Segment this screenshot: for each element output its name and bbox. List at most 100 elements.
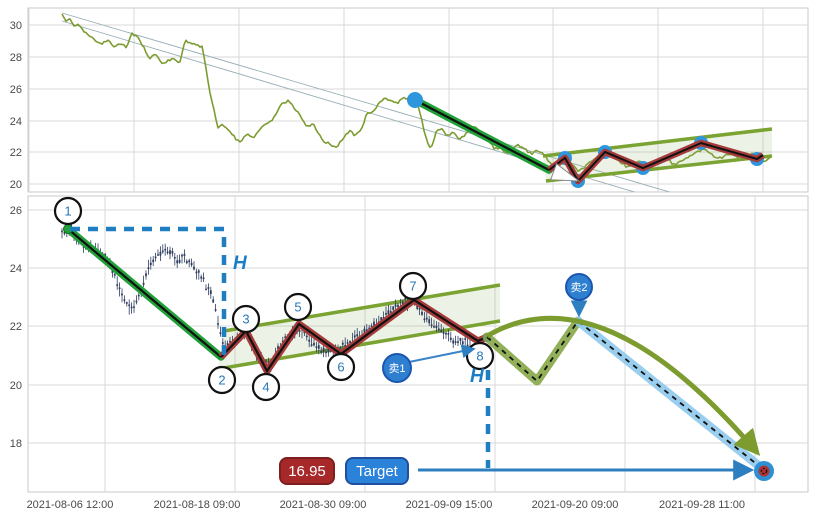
candle-body xyxy=(303,331,306,334)
candle-body xyxy=(166,251,169,254)
candle-body xyxy=(188,260,191,263)
candle-body xyxy=(181,254,183,257)
candle-body xyxy=(380,317,383,321)
candle-body xyxy=(387,310,390,315)
candle-body xyxy=(128,304,131,307)
candle-body xyxy=(317,345,320,349)
wave-circle-1 xyxy=(53,196,83,226)
wave-number-7: 7 xyxy=(409,279,416,294)
candle-body xyxy=(363,328,366,333)
bottom-y-tick-label: 20 xyxy=(10,380,22,392)
candle-body xyxy=(356,334,359,337)
wave-number-6: 6 xyxy=(337,360,344,375)
candle-body xyxy=(440,330,443,333)
wave-number-4: 4 xyxy=(262,380,269,395)
height-measure-left xyxy=(70,226,227,356)
bottom-panel-frame xyxy=(27,195,809,493)
candle-body xyxy=(61,230,63,233)
overview-channel-upper xyxy=(542,127,773,158)
target-label-badge-box xyxy=(345,457,409,485)
candle-body xyxy=(277,346,279,350)
top-y-tick-label: 22 xyxy=(10,147,22,159)
candle-body xyxy=(171,250,174,254)
bottom-y-tick-label: 26 xyxy=(10,205,22,217)
candle-body xyxy=(130,306,133,309)
bottom-y-tick-label: 18 xyxy=(10,438,22,450)
candle-body xyxy=(327,348,330,353)
candle-body xyxy=(373,321,375,327)
overview-zigzag-core xyxy=(548,141,764,183)
candle-body xyxy=(212,299,215,303)
wave-number-8: 8 xyxy=(476,349,483,364)
wave-number-1: 1 xyxy=(64,204,71,219)
candle-body xyxy=(394,304,397,307)
candle-body xyxy=(284,336,287,338)
candle-body xyxy=(459,337,462,341)
candle-body xyxy=(461,341,464,345)
wave-circle-3 xyxy=(231,304,261,334)
candle-body xyxy=(464,338,467,340)
sell1-signal-badge: 卖1 xyxy=(382,344,476,383)
candle-body xyxy=(113,274,116,276)
candle-body xyxy=(365,329,368,331)
candle-body xyxy=(449,337,452,340)
sell1-label: 卖1 xyxy=(388,362,405,375)
candle-body xyxy=(197,270,200,273)
candle-body xyxy=(433,325,435,328)
candle-body xyxy=(392,306,395,310)
candle-body xyxy=(200,276,203,279)
wave-circle-2 xyxy=(207,365,237,395)
target-price-badge: 16.95 xyxy=(279,457,335,485)
candle-body xyxy=(344,344,347,347)
candle-body xyxy=(205,288,207,291)
bottom-y-tick-label: 24 xyxy=(10,263,22,275)
candle-body xyxy=(207,287,210,289)
target-label-text: Target xyxy=(356,463,399,480)
candle-body xyxy=(447,333,450,335)
h-height-label-left: H xyxy=(233,253,248,274)
trend-start-dot xyxy=(407,92,423,108)
candle-body xyxy=(176,260,179,264)
candle-body xyxy=(157,254,159,256)
sell2-label: 卖2 xyxy=(570,281,587,294)
detail-zigzag-core xyxy=(220,298,488,374)
candle-body xyxy=(370,325,373,328)
candle-body xyxy=(159,251,162,256)
wave-circle-6 xyxy=(326,352,356,382)
projection-blue-band xyxy=(573,316,769,475)
candle-body xyxy=(349,340,351,343)
x-tick-label: 2021-09-28 11:00 xyxy=(659,499,745,511)
candle-body xyxy=(397,304,399,307)
candle-body xyxy=(435,325,438,328)
candle-body xyxy=(118,287,121,290)
candle-body xyxy=(161,250,164,253)
candle-body xyxy=(320,351,323,353)
target-endpoint-inner xyxy=(758,465,770,477)
target-price-badge-box xyxy=(279,457,335,485)
candle-body xyxy=(185,261,188,264)
candle-body xyxy=(457,341,459,343)
candle-body xyxy=(183,253,186,256)
candle-body xyxy=(173,256,176,259)
candle-body xyxy=(137,294,140,297)
candle-body xyxy=(466,344,469,347)
overview-trendline-core xyxy=(414,99,550,171)
candle-body xyxy=(428,319,431,324)
candle-body xyxy=(226,343,229,346)
candle-body xyxy=(190,262,193,266)
candle-body xyxy=(353,335,356,338)
candle-body xyxy=(313,342,315,346)
candle-body xyxy=(368,327,371,330)
candle-body xyxy=(421,311,423,315)
candle-body xyxy=(452,340,455,344)
candle-body xyxy=(341,342,344,345)
overview-channel-fill xyxy=(543,129,772,181)
candle-body xyxy=(152,259,155,263)
wave-circle-5 xyxy=(283,292,313,322)
candle-body xyxy=(310,344,313,346)
candle-body xyxy=(82,246,85,248)
target-endpoint-center xyxy=(760,467,768,475)
